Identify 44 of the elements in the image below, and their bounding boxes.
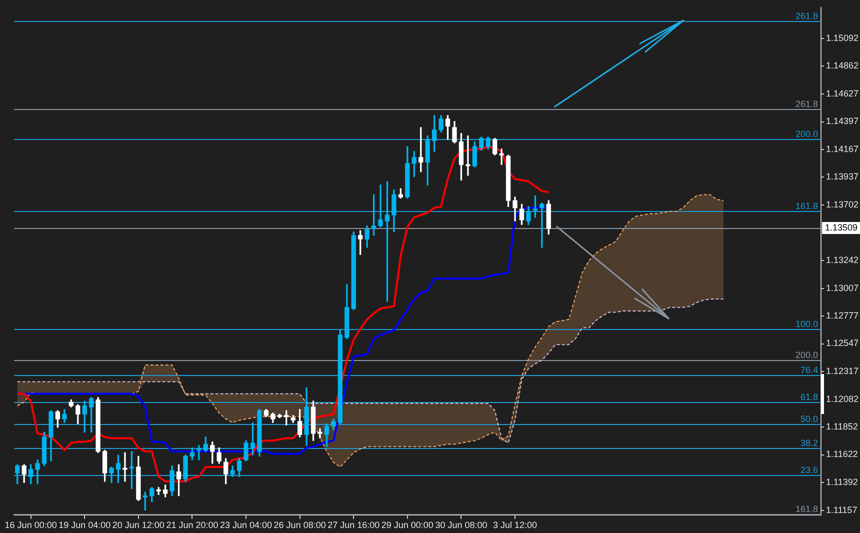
x-tick-label: 16 Jun 00:00 — [4, 520, 57, 530]
y-tick-label: 1.11392 — [826, 476, 858, 487]
x-tick-label: 29 Jun 00:00 — [381, 520, 434, 530]
y-tick-label: 1.13937 — [826, 171, 859, 182]
annotation: 23.6 — [800, 464, 818, 475]
x-tick-label: 26 Jun 08:00 — [274, 520, 326, 530]
annotation: 261.8 — [795, 10, 818, 21]
ref-line-label: 1.13509 — [825, 222, 858, 232]
annotation: 38.2 — [800, 438, 818, 448]
y-tick-label: 1.12777 — [826, 310, 859, 321]
annotation: 161.8 — [795, 504, 818, 514]
y-tick-label: 1.13702 — [826, 200, 859, 210]
y-tick-label: 1.14167 — [826, 144, 859, 154]
annotation: 200.0 — [795, 350, 818, 360]
line-series — [16, 298, 724, 444]
annotation: 200.0 — [795, 128, 818, 139]
y-tick-label: 1.11157 — [826, 505, 858, 516]
annotation: 61.8 — [800, 392, 818, 402]
x-tick-label: 21 Jun 20:00 — [166, 520, 218, 530]
annotation: 76.4 — [800, 364, 818, 375]
candlestick — [378, 184, 383, 228]
y-tick-label: 1.12082 — [826, 394, 859, 404]
x-tick-label: 3 Jul 12:00 — [492, 520, 538, 530]
annotation: 161.8 — [795, 200, 818, 211]
y-tick-label: 1.14862 — [826, 60, 859, 70]
x-tick-label: 20 Jun 12:00 — [112, 520, 164, 530]
x-tick-label: 23 Jun 04:00 — [220, 520, 272, 530]
y-tick-label: 1.13242 — [826, 254, 859, 265]
y-tick-label: 1.12547 — [826, 338, 859, 348]
x-tick-label: 27 Jun 16:00 — [328, 520, 380, 530]
y-tick-label: 1.15092 — [826, 32, 859, 43]
annotation: 50.0 — [800, 414, 818, 424]
y-tick-label: 1.13007 — [826, 283, 859, 294]
annotation: 100.0 — [795, 318, 818, 329]
y-tick-label: 1.11622 — [826, 449, 858, 460]
x-tick-label: 30 Jun 08:00 — [435, 520, 488, 530]
y-tick-label: 1.11852 — [826, 422, 858, 432]
x-tick-label: 19 Jun 04:00 — [58, 520, 111, 530]
candlestick — [499, 148, 504, 165]
y-tick-label: 1.14397 — [826, 116, 859, 126]
y-tick-label: 1.14627 — [826, 88, 859, 99]
candlestick — [196, 445, 202, 460]
annotation: 261.8 — [795, 98, 818, 109]
y-tick-label: 1.12317 — [826, 366, 859, 376]
